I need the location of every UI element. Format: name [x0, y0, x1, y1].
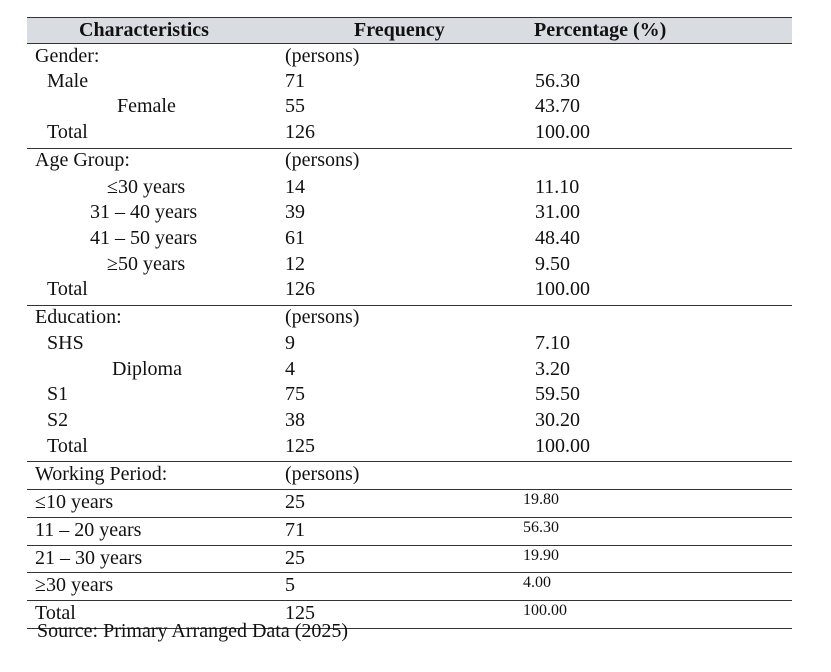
- table-row: ≤10 years 25 19.80: [27, 490, 792, 518]
- row-label: Total: [47, 121, 88, 143]
- header-percentage: Percentage (%): [534, 19, 667, 41]
- row-frequency: 71: [285, 519, 305, 541]
- row-label: Total: [47, 435, 88, 457]
- section-title-row: Education: (persons): [27, 306, 792, 332]
- row-label: ≤30 years: [107, 176, 186, 198]
- table-row: Total 126 100.00: [27, 121, 792, 149]
- row-label: Total: [47, 278, 88, 300]
- table-row: ≥50 years 12 9.50: [27, 253, 792, 278]
- row-label: ≥50 years: [107, 253, 186, 275]
- row-frequency: 14: [285, 176, 305, 198]
- table-row: Total 126 100.00: [27, 278, 792, 306]
- header-characteristics: Characteristics: [79, 19, 209, 41]
- header-frequency: Frequency: [354, 19, 445, 41]
- table-row: ≥30 years 5 4.00: [27, 573, 792, 601]
- row-percentage: 30.20: [535, 409, 580, 431]
- unit-label: (persons): [285, 306, 360, 328]
- row-frequency: 125: [285, 435, 315, 457]
- table-row: 21 – 30 years 25 19.90: [27, 546, 792, 573]
- section-title: Working Period:: [35, 463, 168, 485]
- row-percentage: 19.90: [523, 547, 559, 564]
- row-percentage: 100.00: [523, 602, 567, 619]
- row-frequency: 5: [285, 574, 295, 596]
- row-frequency: 4: [285, 358, 295, 380]
- unit-label: (persons): [285, 149, 360, 171]
- unit-label: (persons): [285, 463, 360, 485]
- table-row: Total 125 100.00: [27, 601, 792, 629]
- table-row: S2 38 30.20: [27, 409, 792, 435]
- row-percentage: 100.00: [535, 435, 590, 457]
- row-frequency: 71: [285, 70, 305, 92]
- table-row: 31 – 40 years 39 31.00: [27, 201, 792, 227]
- row-percentage: 48.40: [535, 227, 580, 249]
- row-percentage: 4.00: [523, 574, 551, 591]
- row-label: ≤10 years: [35, 491, 114, 513]
- row-percentage: 100.00: [535, 121, 590, 143]
- row-frequency: 55: [285, 95, 305, 117]
- row-percentage: 43.70: [535, 95, 580, 117]
- row-label: 11 – 20 years: [35, 519, 142, 541]
- row-frequency: 12: [285, 253, 305, 275]
- row-label: Male: [47, 70, 89, 92]
- table-row: 41 – 50 years 61 48.40: [27, 227, 792, 253]
- row-percentage: 56.30: [535, 70, 580, 92]
- row-frequency: 125: [285, 602, 315, 624]
- row-percentage: 19.80: [523, 491, 559, 508]
- source-note: Source: Primary Arranged Data (2025): [37, 620, 349, 642]
- row-percentage: 100.00: [535, 278, 590, 300]
- row-frequency: 25: [285, 491, 305, 513]
- table-row: Diploma 4 3.20: [27, 358, 792, 383]
- table-header: Characteristics Frequency Percentage (%): [27, 17, 792, 44]
- row-percentage: 7.10: [535, 332, 570, 354]
- row-percentage: 11.10: [535, 176, 580, 198]
- table-row: Female 55 43.70: [27, 95, 792, 121]
- row-label: SHS: [47, 332, 84, 354]
- row-label: S2: [47, 409, 69, 431]
- data-table: Characteristics Frequency Percentage (%)…: [27, 17, 792, 629]
- row-percentage: 3.20: [535, 358, 570, 380]
- row-percentage: 59.50: [535, 383, 580, 405]
- row-frequency: 75: [285, 383, 305, 405]
- row-label: Female: [117, 95, 176, 117]
- row-frequency: 61: [285, 227, 305, 249]
- table-row: S1 75 59.50: [27, 383, 792, 409]
- row-label: 41 – 50 years: [90, 227, 198, 249]
- table-row: Male 71 56.30: [27, 69, 792, 95]
- row-frequency: 38: [285, 409, 305, 431]
- section-title-row: Gender: (persons): [27, 44, 792, 69]
- section-title: Education:: [35, 306, 122, 328]
- row-percentage: 31.00: [535, 201, 580, 223]
- row-label: S1: [47, 383, 69, 405]
- row-frequency: 39: [285, 201, 305, 223]
- unit-label: (persons): [285, 45, 360, 67]
- section-title-row: Working Period: (persons): [27, 462, 792, 490]
- table-row: Total 125 100.00: [27, 435, 792, 462]
- row-percentage: 56.30: [523, 519, 559, 536]
- table-row: 11 – 20 years 71 56.30: [27, 518, 792, 546]
- row-frequency: 25: [285, 547, 305, 569]
- row-label: 31 – 40 years: [90, 201, 198, 223]
- row-frequency: 126: [285, 278, 315, 300]
- row-frequency: 126: [285, 121, 315, 143]
- row-frequency: 9: [285, 332, 295, 354]
- section-title-row: Age Group: (persons): [27, 149, 792, 175]
- table-row: ≤30 years 14 11.10: [27, 175, 792, 201]
- table-row: SHS 9 7.10: [27, 332, 792, 358]
- section-title: Age Group:: [35, 149, 130, 171]
- row-label: 21 – 30 years: [35, 547, 143, 569]
- row-label: ≥30 years: [35, 574, 114, 596]
- row-percentage: 9.50: [535, 253, 570, 275]
- row-label: Total: [35, 602, 76, 624]
- section-title: Gender:: [35, 45, 100, 67]
- row-label: Diploma: [112, 358, 182, 380]
